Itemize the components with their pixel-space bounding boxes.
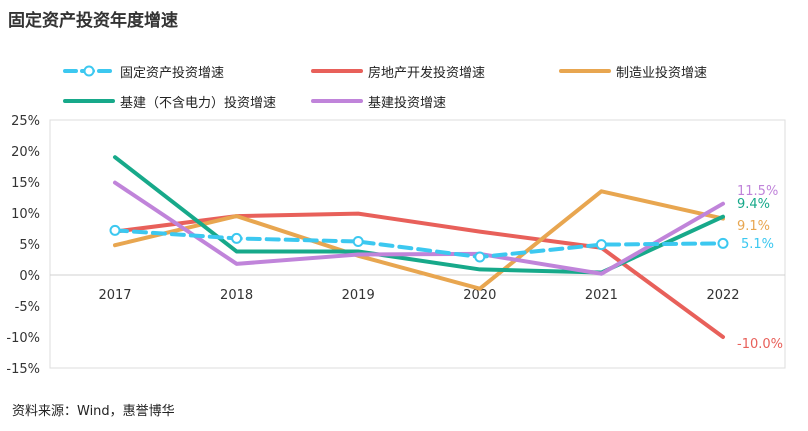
- x-tick-label: 2022: [706, 288, 739, 303]
- legend-label: 固定资产投资增速: [120, 65, 225, 81]
- y-tick-label: -5%: [15, 300, 40, 315]
- legend-item: 制造业投资增速: [556, 61, 707, 81]
- legend-item: 基建（不含电力）投资增速: [60, 91, 276, 111]
- y-tick-label: 25%: [11, 114, 40, 129]
- legend-label: 基建（不含电力）投资增速: [120, 95, 277, 111]
- y-tick-label: 20%: [11, 145, 40, 160]
- series-point: [474, 251, 486, 263]
- series-line: [113, 189, 725, 291]
- legend-label: 基建投资增速: [368, 95, 447, 111]
- legend-label: 房地产开发投资增速: [368, 65, 486, 81]
- x-tick-label: 2020: [463, 288, 496, 303]
- end-value-label: 9.1%: [737, 219, 770, 234]
- x-axis: 2017 2018 2019 2020 2021 2022: [98, 288, 739, 303]
- legend-swatch: [559, 69, 611, 73]
- x-tick-label: 2021: [585, 288, 618, 303]
- series-point: [231, 232, 243, 244]
- legend-swatch: [311, 69, 363, 73]
- chart-title: 固定资产投资年度增速: [8, 11, 178, 31]
- y-axis: 25% 20% 15% 10% 5% 0% -5% -10% -15%: [6, 114, 40, 377]
- x-tick-label: 2018: [220, 288, 253, 303]
- series-point: [109, 224, 121, 236]
- legend: 固定资产投资增速 房地产开发投资增速 制造业投资增速基建（不含电力）投资增速 基建投资…: [0, 56, 808, 116]
- series-point: [717, 237, 729, 249]
- end-value-label: 11.5%: [737, 184, 778, 199]
- series-group: [109, 155, 729, 339]
- legend-item: 房地产开发投资增速: [308, 61, 485, 81]
- series-point: [352, 236, 364, 248]
- y-tick-label: 15%: [11, 176, 40, 191]
- end-value-label: -10.0%: [737, 337, 783, 352]
- y-tick-label: 0%: [19, 269, 40, 284]
- y-tick-label: -15%: [6, 362, 40, 377]
- series-line: [113, 180, 725, 276]
- x-tick-label: 2017: [98, 288, 131, 303]
- line-chart: 25% 20% 15% 10% 5% 0% -5% -10% -15% 2017 2018 2019…: [6, 114, 786, 377]
- y-tick-label: 5%: [19, 238, 40, 253]
- legend-item: 固定资产投资增速: [60, 61, 224, 81]
- series-point: [595, 239, 607, 251]
- y-tick-label: 10%: [11, 207, 40, 222]
- source-note: 资料来源：Wind，惠誉博华: [12, 404, 175, 419]
- legend-swatch: [63, 99, 115, 103]
- series-line: [113, 228, 725, 260]
- y-tick-label: -10%: [6, 331, 40, 346]
- legend-item: 基建投资增速: [308, 91, 446, 111]
- legend-swatch: [63, 65, 115, 77]
- end-value-label: 5.1%: [741, 237, 774, 252]
- legend-swatch: [311, 99, 363, 103]
- end-value-label: 9.4%: [737, 197, 770, 212]
- end-labels: 5.1% -10.0% 9.1% 9.4%11.5%: [737, 184, 783, 352]
- legend-label: 制造业投资增速: [616, 65, 708, 81]
- x-tick-label: 2019: [342, 288, 375, 303]
